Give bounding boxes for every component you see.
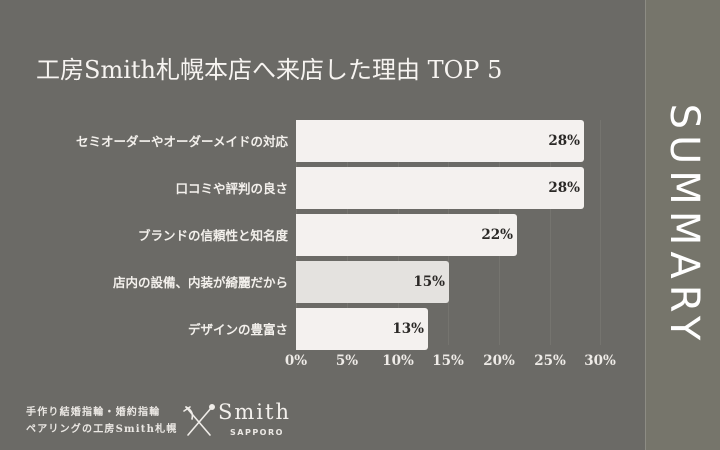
bar-row: ブランドの信頼性と知名度 22% bbox=[0, 214, 645, 257]
category-label: ブランドの信頼性と知名度 bbox=[137, 228, 288, 243]
x-tick: 0% bbox=[284, 353, 308, 369]
summary-side-panel: SUMMARY bbox=[645, 0, 720, 450]
category-label: セミオーダーやオーダーメイドの対応 bbox=[75, 134, 288, 149]
footer-line-2: ペアリングの工房Smith札幌 bbox=[26, 424, 178, 435]
category-label: デザインの豊富さ bbox=[187, 322, 288, 337]
x-tick: 10% bbox=[382, 353, 414, 369]
value-label: 28% bbox=[548, 133, 580, 149]
x-tick: 15% bbox=[432, 353, 464, 369]
category-label: 店内の設備、内装が綺麗だから bbox=[112, 275, 288, 290]
footer-line-1: 手作り結婚指輪・婚約指輪 bbox=[26, 407, 161, 418]
bar-row: 店内の設備、内装が綺麗だから 15% bbox=[0, 261, 645, 304]
summary-label: SUMMARY bbox=[661, 103, 707, 347]
value-label: 22% bbox=[481, 227, 513, 243]
bar: 28% bbox=[296, 167, 584, 209]
x-tick: 25% bbox=[534, 353, 566, 369]
brand-logo: Smith SAPPORO bbox=[182, 400, 302, 444]
value-label: 28% bbox=[548, 180, 580, 196]
bar-row: セミオーダーやオーダーメイドの対応 28% bbox=[0, 120, 645, 163]
footer-tagline: 手作り結婚指輪・婚約指輪 ペアリングの工房Smith札幌 bbox=[26, 404, 178, 438]
bar: 15% bbox=[296, 261, 449, 303]
bar-row: 口コミや評判の良さ 28% bbox=[0, 167, 645, 210]
x-tick: 30% bbox=[584, 353, 616, 369]
logo-subtitle: SAPPORO bbox=[230, 428, 284, 437]
category-label: 口コミや評判の良さ bbox=[175, 181, 288, 196]
x-tick: 20% bbox=[483, 353, 515, 369]
bar: 28% bbox=[296, 120, 584, 162]
bar-row: デザインの豊富さ 13% bbox=[0, 308, 645, 351]
value-label: 15% bbox=[413, 274, 445, 290]
bar: 22% bbox=[296, 214, 517, 256]
bar-chart: セミオーダーやオーダーメイドの対応 28% 口コミや評判の良さ 28% ブランド… bbox=[0, 110, 645, 380]
logo-name: Smith bbox=[218, 400, 291, 424]
gridline-30 bbox=[600, 120, 601, 345]
main-panel: 工房Smith札幌本店へ来店した理由 TOP 5 セミオーダーやオーダーメイドの… bbox=[0, 56, 645, 444]
value-label: 13% bbox=[392, 321, 424, 337]
chart-title: 工房Smith札幌本店へ来店した理由 TOP 5 bbox=[36, 56, 503, 84]
gridline-25 bbox=[550, 120, 551, 345]
bar: 13% bbox=[296, 308, 428, 350]
x-tick: 5% bbox=[335, 353, 359, 369]
crossed-tools-icon bbox=[183, 403, 215, 436]
